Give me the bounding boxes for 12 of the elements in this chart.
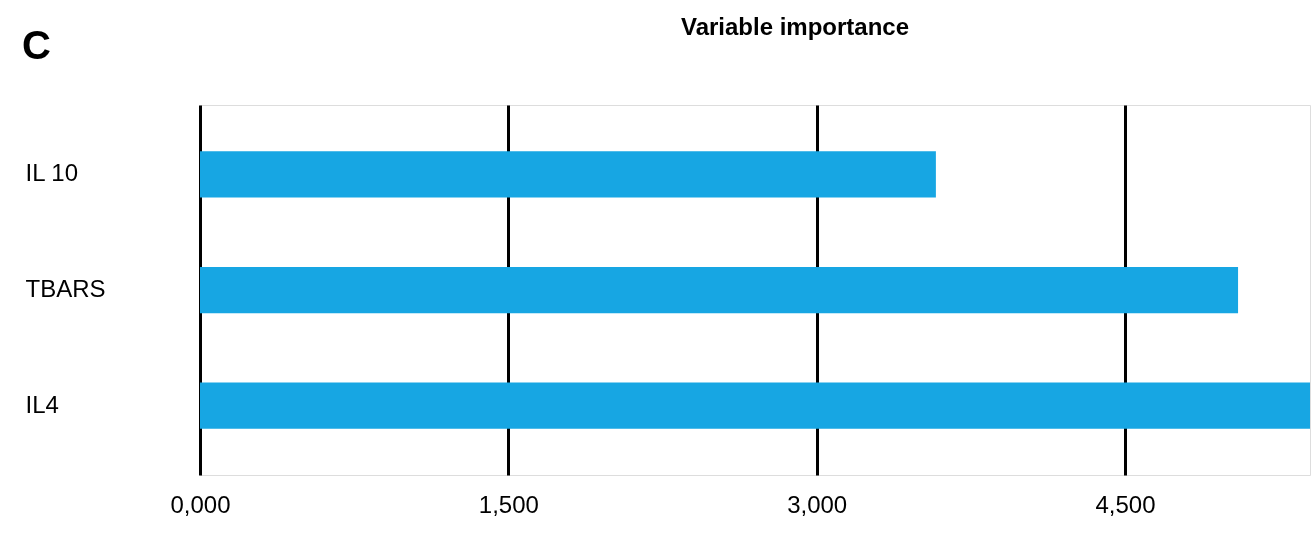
x-tick-label: 0,000 <box>170 490 231 518</box>
bar <box>200 151 936 198</box>
y-tick-label: TBARS <box>25 275 106 302</box>
x-tick-label: 4,500 <box>1095 490 1156 518</box>
chart-title: Variable importance <box>680 13 910 40</box>
text: C <box>22 23 51 67</box>
x-tick-label: 1,500 <box>478 490 539 518</box>
y-tick-label: IL4 <box>25 390 59 418</box>
y-tick-label: IL 10 <box>25 159 78 187</box>
x-tick-label: 3,000 <box>787 490 848 518</box>
bar <box>200 266 1239 314</box>
bar <box>200 382 1310 429</box>
